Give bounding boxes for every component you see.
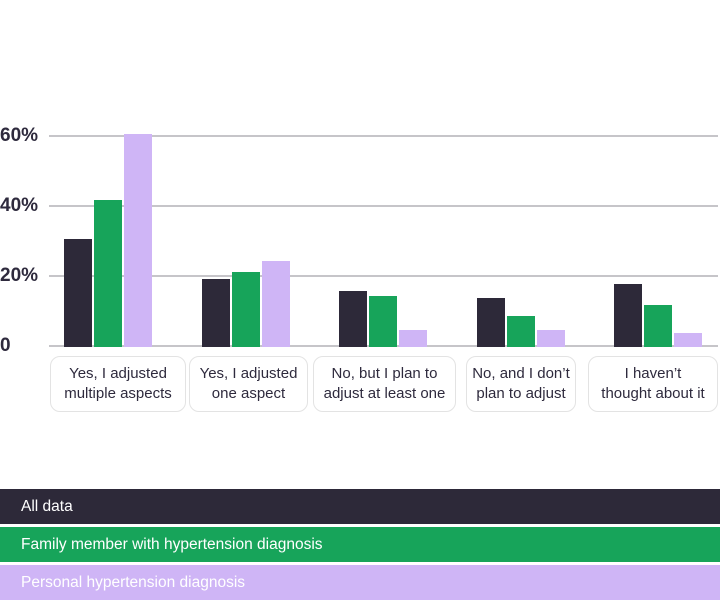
legend-item-personal-hypertension: Personal hypertension diagnosis	[0, 565, 720, 600]
legend-label: Personal hypertension diagnosis	[21, 573, 246, 591]
category-label: Yes, I adjusted multiple aspects	[50, 356, 186, 412]
bar	[614, 284, 642, 347]
category-label: Yes, I adjusted one aspect	[189, 356, 308, 412]
category-label: No, and I don’t plan to adjust	[466, 356, 576, 412]
legend-item-family-hypertension: Family member with hypertension diagnosi…	[0, 527, 720, 562]
category-label: I haven’t thought about it	[588, 356, 718, 412]
y-axis-tick: 60%	[0, 125, 39, 146]
bar	[369, 296, 397, 347]
y-axis-tick: 0	[0, 335, 11, 356]
legend-label: Family member with hypertension diagnosi…	[21, 535, 323, 553]
bar	[399, 329, 427, 347]
category-label: No, but I plan to adjust at least one	[313, 356, 456, 412]
bar	[64, 238, 92, 347]
bar	[262, 261, 290, 347]
bar	[232, 271, 260, 347]
y-axis-tick: 20%	[0, 265, 39, 286]
gridline-60	[49, 135, 718, 137]
legend-label: All data	[21, 497, 73, 515]
bar	[94, 200, 122, 347]
plot-area: 60% 40% 20% 0	[0, 125, 718, 356]
bar	[644, 305, 672, 347]
y-axis-tick: 40%	[0, 195, 39, 216]
bar	[537, 329, 565, 347]
bar	[477, 298, 505, 347]
bar	[124, 133, 152, 347]
bar	[674, 333, 702, 347]
bar	[202, 278, 230, 347]
gridline-20	[49, 275, 718, 277]
bar	[339, 291, 367, 347]
gridline-40	[49, 205, 718, 207]
bar	[507, 315, 535, 347]
legend-item-all-data: All data	[0, 489, 720, 524]
